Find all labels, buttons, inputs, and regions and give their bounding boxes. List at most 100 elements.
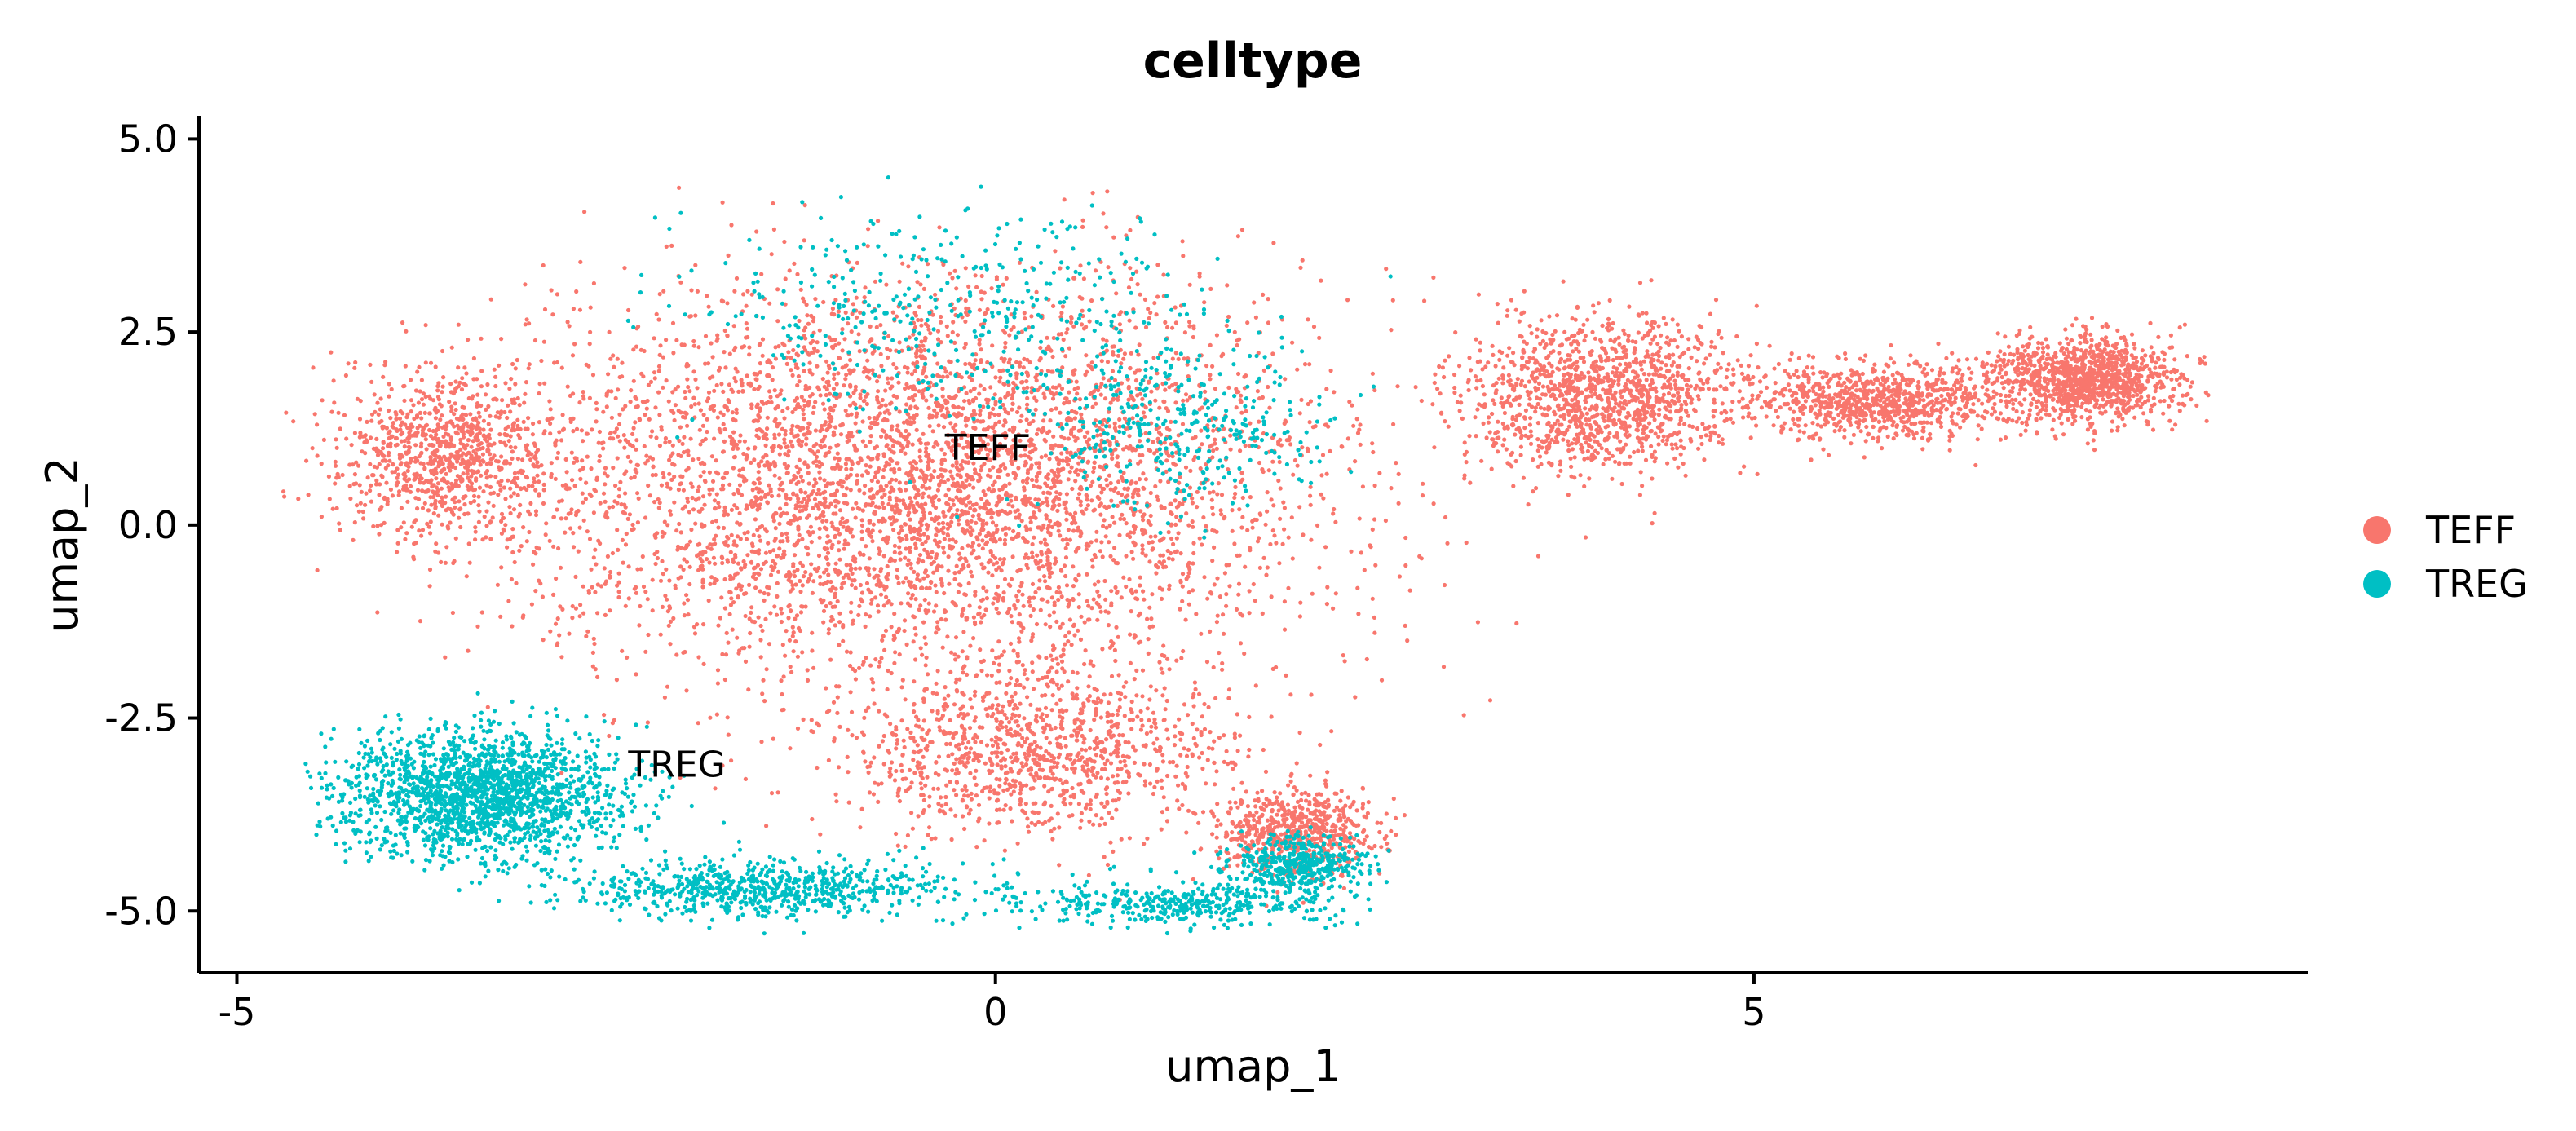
point-teff	[1986, 350, 1991, 355]
point-teff	[446, 526, 451, 531]
point-teff	[815, 449, 820, 454]
point-teff	[527, 321, 532, 326]
point-teff	[1858, 356, 1862, 361]
point-teff	[1133, 589, 1138, 594]
point-teff	[952, 577, 957, 581]
point-teff	[1928, 431, 1933, 437]
point-teff	[1333, 591, 1338, 596]
point-teff	[1080, 767, 1085, 772]
point-teff	[1191, 524, 1195, 529]
point-teff	[990, 743, 996, 749]
point-teff	[812, 497, 818, 501]
point-teff	[1180, 781, 1185, 787]
point-teff	[915, 577, 920, 581]
point-teff	[1464, 540, 1469, 546]
point-teff	[1064, 756, 1069, 761]
point-teff	[1001, 328, 1006, 333]
point-teff	[983, 761, 988, 766]
point-teff	[696, 401, 701, 406]
point-teff	[1181, 398, 1186, 403]
point-teff	[418, 444, 424, 449]
point-teff	[657, 413, 662, 417]
point-teff	[764, 824, 769, 828]
point-teff	[1088, 727, 1093, 733]
point-teff	[1362, 814, 1367, 819]
point-teff	[728, 550, 733, 554]
point-teff	[590, 650, 596, 656]
point-teff	[452, 424, 457, 429]
point-teff	[381, 374, 386, 379]
point-teff	[1214, 333, 1219, 338]
point-teff	[948, 669, 953, 674]
point-teff	[1971, 402, 1976, 407]
point-teff	[1650, 521, 1655, 526]
point-teff	[1364, 834, 1369, 839]
point-teff	[1718, 384, 1723, 389]
point-teff	[780, 409, 785, 413]
point-teff	[1742, 464, 1747, 469]
point-teff	[968, 506, 973, 510]
point-teff	[1481, 421, 1486, 426]
point-teff	[1403, 563, 1408, 568]
point-teff	[992, 456, 996, 461]
point-teff	[1328, 448, 1332, 454]
point-teff	[895, 738, 900, 743]
point-teff	[813, 428, 819, 433]
point-teff	[1108, 761, 1114, 766]
point-teff	[946, 693, 951, 698]
point-teff	[1353, 695, 1358, 700]
point-teff	[457, 499, 462, 504]
point-teff	[862, 715, 867, 721]
point-teff	[358, 501, 363, 506]
point-teff	[1204, 781, 1208, 786]
point-teff	[835, 599, 840, 604]
point-teff	[1616, 382, 1621, 387]
point-teff	[1087, 819, 1092, 824]
point-teff	[664, 567, 669, 572]
point-teff	[771, 227, 777, 232]
point-teff	[856, 612, 861, 618]
point-teff	[644, 406, 649, 411]
point-teff	[946, 487, 951, 492]
point-teff	[942, 696, 947, 701]
point-teff	[1764, 414, 1769, 419]
point-teff	[790, 586, 795, 591]
point-teff	[1102, 855, 1107, 859]
point-teff	[710, 479, 716, 484]
point-teff	[792, 553, 798, 558]
point-teff	[661, 471, 665, 476]
point-teff	[481, 489, 486, 494]
point-teff	[1066, 679, 1071, 684]
point-teff	[669, 243, 674, 248]
point-teff	[557, 633, 562, 638]
point-teff	[443, 655, 448, 660]
point-teff	[918, 646, 923, 651]
point-teff	[1180, 422, 1186, 426]
point-teff	[1170, 325, 1175, 330]
point-teff	[806, 321, 811, 326]
point-teff	[995, 754, 1000, 759]
point-teff	[1696, 347, 1701, 351]
point-teff	[1048, 519, 1053, 524]
point-teff	[1102, 518, 1107, 523]
point-teff	[1115, 773, 1120, 778]
point-teff	[1054, 490, 1059, 495]
point-teff	[436, 381, 441, 386]
point-teff	[913, 597, 918, 602]
point-teff	[584, 634, 589, 638]
point-teff	[1058, 491, 1063, 497]
point-teff	[941, 545, 946, 550]
point-teff	[1148, 684, 1153, 689]
point-teff	[1091, 597, 1096, 602]
point-teff	[448, 382, 453, 387]
point-teff	[1017, 714, 1022, 718]
point-teff	[499, 337, 504, 342]
point-teff	[1173, 522, 1178, 528]
point-teff	[1184, 753, 1190, 758]
point-teff	[1170, 454, 1175, 459]
point-teff	[1345, 436, 1350, 441]
point-teff	[1201, 515, 1206, 520]
point-teff	[1279, 832, 1284, 837]
point-teff	[1235, 712, 1239, 717]
point-teff	[1686, 413, 1691, 418]
